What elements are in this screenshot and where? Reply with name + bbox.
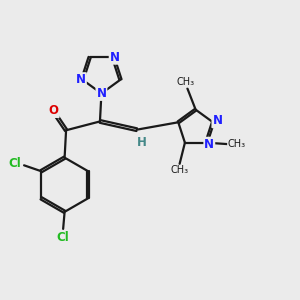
Text: CH₃: CH₃ [228,139,246,149]
Text: N: N [212,114,222,127]
Text: Cl: Cl [57,231,70,244]
Text: N: N [110,51,120,64]
Text: H: H [137,136,147,149]
Text: CH₃: CH₃ [170,165,189,176]
Text: N: N [204,138,214,151]
Text: CH₃: CH₃ [177,77,195,87]
Text: N: N [76,73,86,86]
Text: N: N [96,87,106,100]
Text: Cl: Cl [8,157,21,170]
Text: O: O [49,104,59,117]
